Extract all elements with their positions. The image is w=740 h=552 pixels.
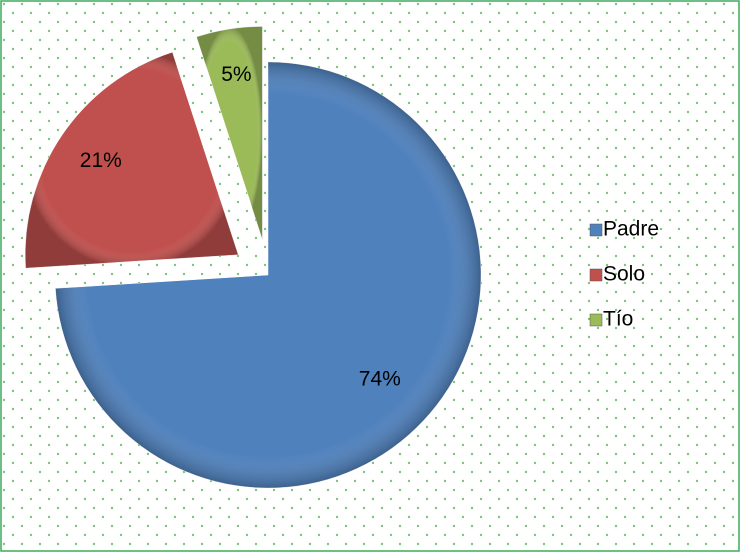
legend-swatch — [589, 223, 603, 237]
legend-label: Tío — [603, 308, 633, 331]
legend-swatch — [589, 313, 603, 327]
legend-label: Padre — [603, 218, 659, 241]
data-label: 21% — [80, 149, 122, 172]
legend-label: Solo — [603, 263, 645, 286]
data-label: 5% — [221, 63, 251, 86]
legend: Padre Solo Tío — [589, 218, 659, 331]
data-label: 74% — [359, 368, 401, 391]
legend-swatch — [589, 268, 603, 282]
